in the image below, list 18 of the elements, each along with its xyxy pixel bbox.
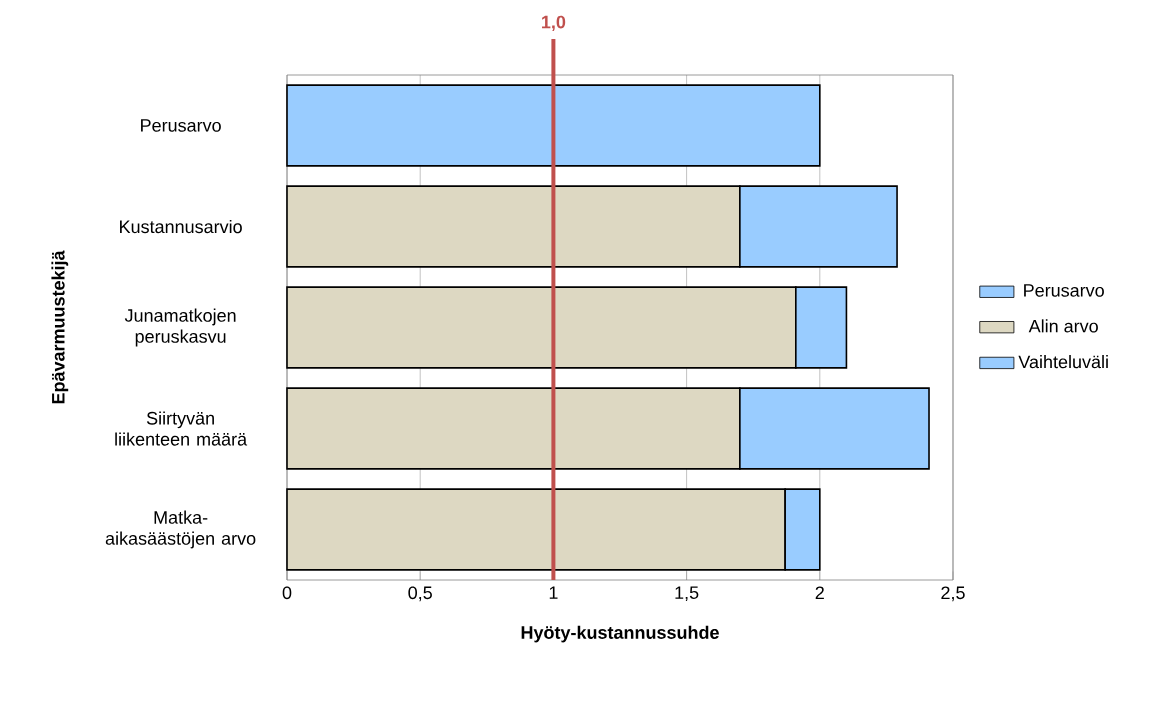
y-tick-label: Kustannusarvio	[120, 219, 242, 234]
x-tick-label: 2	[815, 586, 824, 599]
x-tick-label: 0	[282, 586, 292, 600]
legend-label: Vaihteluväli	[1018, 355, 1108, 369]
bar	[286, 84, 821, 167]
y-axis-title: Epävarmuustekijä	[51, 250, 69, 404]
x-axis-title: Hyöty-kustannussuhde	[521, 625, 719, 643]
y-tick-label: Matka-aikasäästöjen arvo	[105, 510, 256, 549]
x-tick-label: 1,5	[675, 586, 699, 602]
x-tick-label: 0,5	[408, 586, 432, 602]
y-tick-label: Siirtyvän liikenteen määrä	[115, 411, 248, 446]
x-tick-label: 2,5	[941, 586, 965, 602]
ref-line-label: 1,0	[542, 15, 566, 32]
y-tick-label: Perusarvo	[141, 119, 221, 132]
legend-label: Alin arvo	[1028, 319, 1098, 333]
y-tick-label: Junamatkojen peruskasvu	[124, 308, 236, 347]
legend-label: Perusarvo	[1024, 284, 1104, 297]
x-tick-label: 1	[549, 586, 558, 599]
